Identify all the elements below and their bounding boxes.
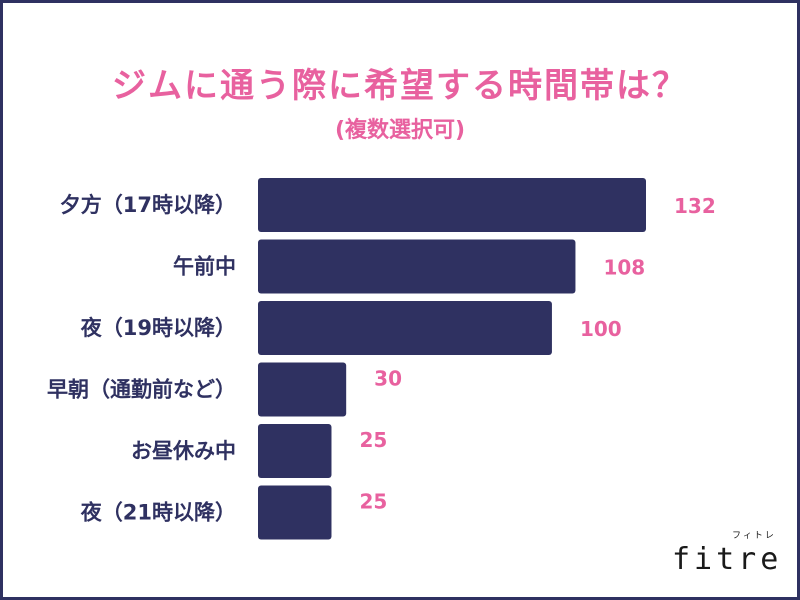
category-label-0: 夕方（17時以降） <box>60 193 236 217</box>
value-label-5: 25 <box>359 490 387 514</box>
category-label-3: 早朝（通勤前など） <box>47 378 236 402</box>
brand-logo: フィトレ fitre <box>672 528 782 578</box>
category-label-4: お昼休み中 <box>131 439 236 463</box>
value-label-2: 100 <box>580 317 622 341</box>
chart-title: ジムに通う際に希望する時間帯は？ <box>112 66 688 106</box>
category-label-2: 夜（19時以降） <box>80 316 236 340</box>
category-label-5: 夜（21時以降） <box>80 501 236 525</box>
value-label-3: 30 <box>374 367 402 391</box>
bar-0 <box>258 178 646 232</box>
bar-3 <box>258 362 347 417</box>
value-label-0: 132 <box>674 194 716 218</box>
bar-5 <box>258 485 332 540</box>
value-label-1: 108 <box>603 256 645 280</box>
value-label-4: 25 <box>359 428 387 452</box>
bar-4 <box>258 424 332 478</box>
brand-kana: フィトレ <box>732 531 776 541</box>
chart-subtitle: (複数選択可) <box>334 118 466 143</box>
bar-1 <box>258 239 576 294</box>
category-label-1: 午前中 <box>173 255 236 279</box>
brand-name: fitre <box>672 542 783 577</box>
bar-2 <box>258 301 552 355</box>
